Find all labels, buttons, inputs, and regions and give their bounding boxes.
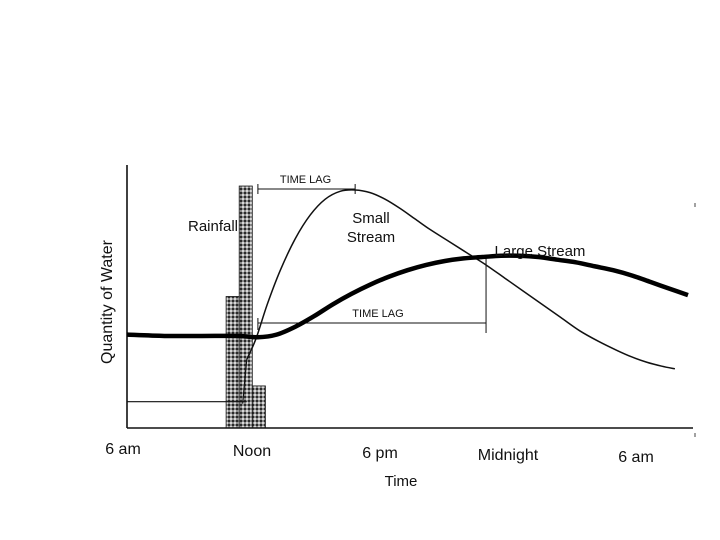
baseflow-lines <box>127 359 248 404</box>
time-lag-label-2: TIME LAG <box>352 308 403 320</box>
x-tick-label-4: 6 am <box>618 449 654 466</box>
time-lag-annotations: TIME LAG TIME LAG <box>257 174 487 333</box>
large-stream-label: Large Stream <box>495 243 586 260</box>
axes <box>126 165 696 437</box>
rainfall-bars <box>225 185 266 429</box>
stream-series <box>126 189 689 370</box>
small-stream-label: Small Stream <box>347 210 395 246</box>
x-tick-label-2: 6 pm <box>362 445 398 462</box>
large-stream-line <box>126 253 689 340</box>
y-axis-title: Quantity of Water <box>99 239 116 364</box>
x-axis-title: Time <box>385 473 418 490</box>
x-tick-label-0: 6 am <box>105 441 141 458</box>
rainfall-bar-2 <box>251 385 266 429</box>
rainfall-label: Rainfall <box>188 218 238 235</box>
chart-labels: 6 am Noon 6 pm Midnight 6 am Quantity of Wate… <box>99 210 654 490</box>
small-stream-rise-line <box>242 359 248 404</box>
x-tick-label-3: Midnight <box>478 447 539 464</box>
small-stream-line <box>245 189 676 370</box>
rainfall-bar-0 <box>225 296 240 429</box>
time-lag-label-1: TIME LAG <box>280 174 331 186</box>
rainfall-bar-1 <box>238 185 253 429</box>
x-tick-label-1: Noon <box>233 443 271 460</box>
